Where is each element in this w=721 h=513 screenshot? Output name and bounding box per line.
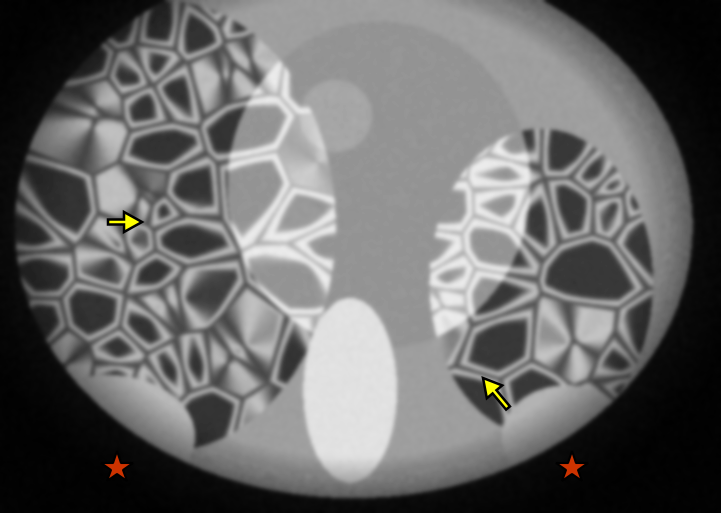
FancyArrow shape	[483, 378, 510, 409]
FancyArrow shape	[108, 212, 142, 232]
